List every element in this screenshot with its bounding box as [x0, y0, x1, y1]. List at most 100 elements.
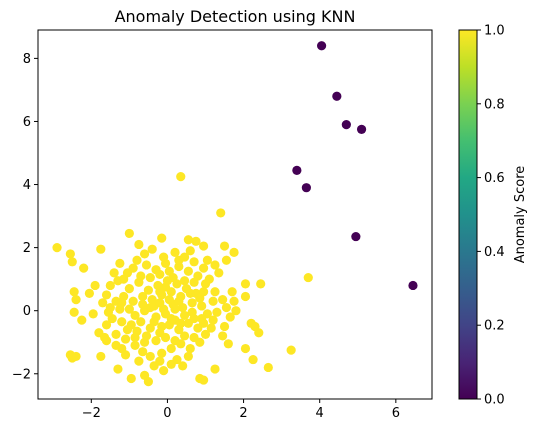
normal-point — [124, 284, 134, 294]
normal-point — [212, 307, 222, 317]
normal-point — [202, 255, 212, 265]
colorbar-tick-label: 0.0 — [484, 393, 505, 408]
normal-point — [227, 287, 237, 297]
normal-point — [130, 310, 140, 321]
normal-point — [145, 351, 155, 362]
colorbar-tick-label: 1.0 — [484, 24, 505, 39]
normal-point — [145, 272, 155, 283]
anomaly-point — [356, 124, 367, 134]
points-layer — [52, 41, 418, 387]
normal-point — [113, 364, 123, 374]
normal-point — [98, 298, 108, 308]
normal-point — [139, 337, 150, 347]
normal-point — [117, 298, 127, 308]
normal-point — [168, 272, 178, 283]
normal-point — [139, 249, 150, 259]
normal-point — [183, 235, 193, 245]
normal-point — [189, 257, 199, 267]
normal-point — [183, 351, 193, 362]
normal-point — [138, 299, 148, 309]
colorbar-tick-label: 0.6 — [484, 171, 505, 186]
normal-point — [117, 317, 127, 327]
normal-point — [198, 263, 209, 273]
x-axis: −2 0 2 4 6 — [82, 399, 400, 421]
y-tick-label: 0 — [23, 304, 31, 319]
normal-point — [159, 366, 169, 376]
normal-point — [160, 332, 171, 343]
normal-point — [105, 280, 115, 291]
normal-point — [79, 263, 89, 273]
normal-point — [155, 269, 165, 280]
anomaly-point — [292, 165, 302, 175]
normal-point — [240, 279, 251, 289]
normal-point — [119, 274, 129, 284]
anomaly-point — [408, 280, 418, 291]
normal-point — [231, 306, 241, 316]
normal-point — [166, 343, 176, 354]
normal-point — [178, 361, 188, 371]
anomaly-point — [341, 120, 351, 130]
normal-point — [185, 288, 195, 298]
colorbar-tick-label: 0.8 — [484, 97, 505, 112]
normal-point — [197, 301, 207, 311]
normal-point — [263, 362, 273, 373]
normal-point — [206, 323, 216, 333]
normal-point — [101, 290, 112, 300]
chart-title: Anomaly Detection using KNN — [115, 7, 356, 26]
colorbar-axis: 0.0 0.2 0.4 0.6 0.8 1.0 — [477, 24, 505, 408]
normal-point — [229, 247, 239, 257]
normal-point — [52, 243, 62, 253]
y-tick-label: 4 — [23, 178, 31, 193]
normal-point — [149, 317, 159, 327]
y-tick-label: 8 — [23, 52, 31, 67]
normal-point — [77, 315, 87, 325]
normal-point — [187, 307, 197, 317]
normal-point — [240, 343, 251, 354]
normal-point — [189, 332, 199, 343]
normal-point — [103, 307, 114, 317]
normal-point — [120, 334, 131, 344]
normal-point — [208, 315, 218, 325]
normal-point — [197, 313, 207, 324]
normal-point — [185, 343, 195, 354]
normal-point — [219, 321, 230, 332]
normal-point — [170, 304, 180, 314]
normal-point — [134, 356, 144, 366]
normal-point — [155, 298, 165, 308]
normal-point — [166, 313, 176, 324]
normal-point — [143, 285, 153, 295]
normal-point — [200, 279, 211, 289]
normal-point — [187, 298, 197, 308]
normal-point — [69, 287, 79, 297]
normal-point — [141, 260, 152, 270]
normal-point — [218, 295, 228, 305]
normal-point — [124, 228, 134, 239]
x-tick-label: 6 — [392, 406, 400, 421]
normal-point — [101, 336, 112, 346]
normal-point — [159, 252, 169, 262]
normal-point — [170, 247, 180, 257]
normal-point — [303, 272, 313, 283]
normal-point — [214, 268, 224, 278]
normal-point — [96, 244, 106, 254]
normal-point — [65, 249, 75, 259]
normal-point — [134, 239, 144, 250]
normal-point — [151, 336, 161, 346]
normal-point — [109, 268, 119, 278]
colorbar — [458, 29, 478, 400]
normal-point — [130, 332, 140, 343]
normal-point — [139, 370, 150, 380]
normal-point — [67, 257, 77, 267]
normal-point — [240, 291, 251, 302]
normal-point — [132, 255, 142, 265]
normal-point — [90, 280, 100, 291]
normal-point — [170, 336, 180, 346]
normal-point — [218, 331, 228, 341]
normal-point — [96, 351, 106, 362]
anomaly-point — [332, 91, 342, 101]
normal-point — [200, 329, 211, 339]
normal-point — [128, 263, 138, 273]
normal-point — [210, 364, 220, 374]
normal-point — [248, 354, 258, 365]
